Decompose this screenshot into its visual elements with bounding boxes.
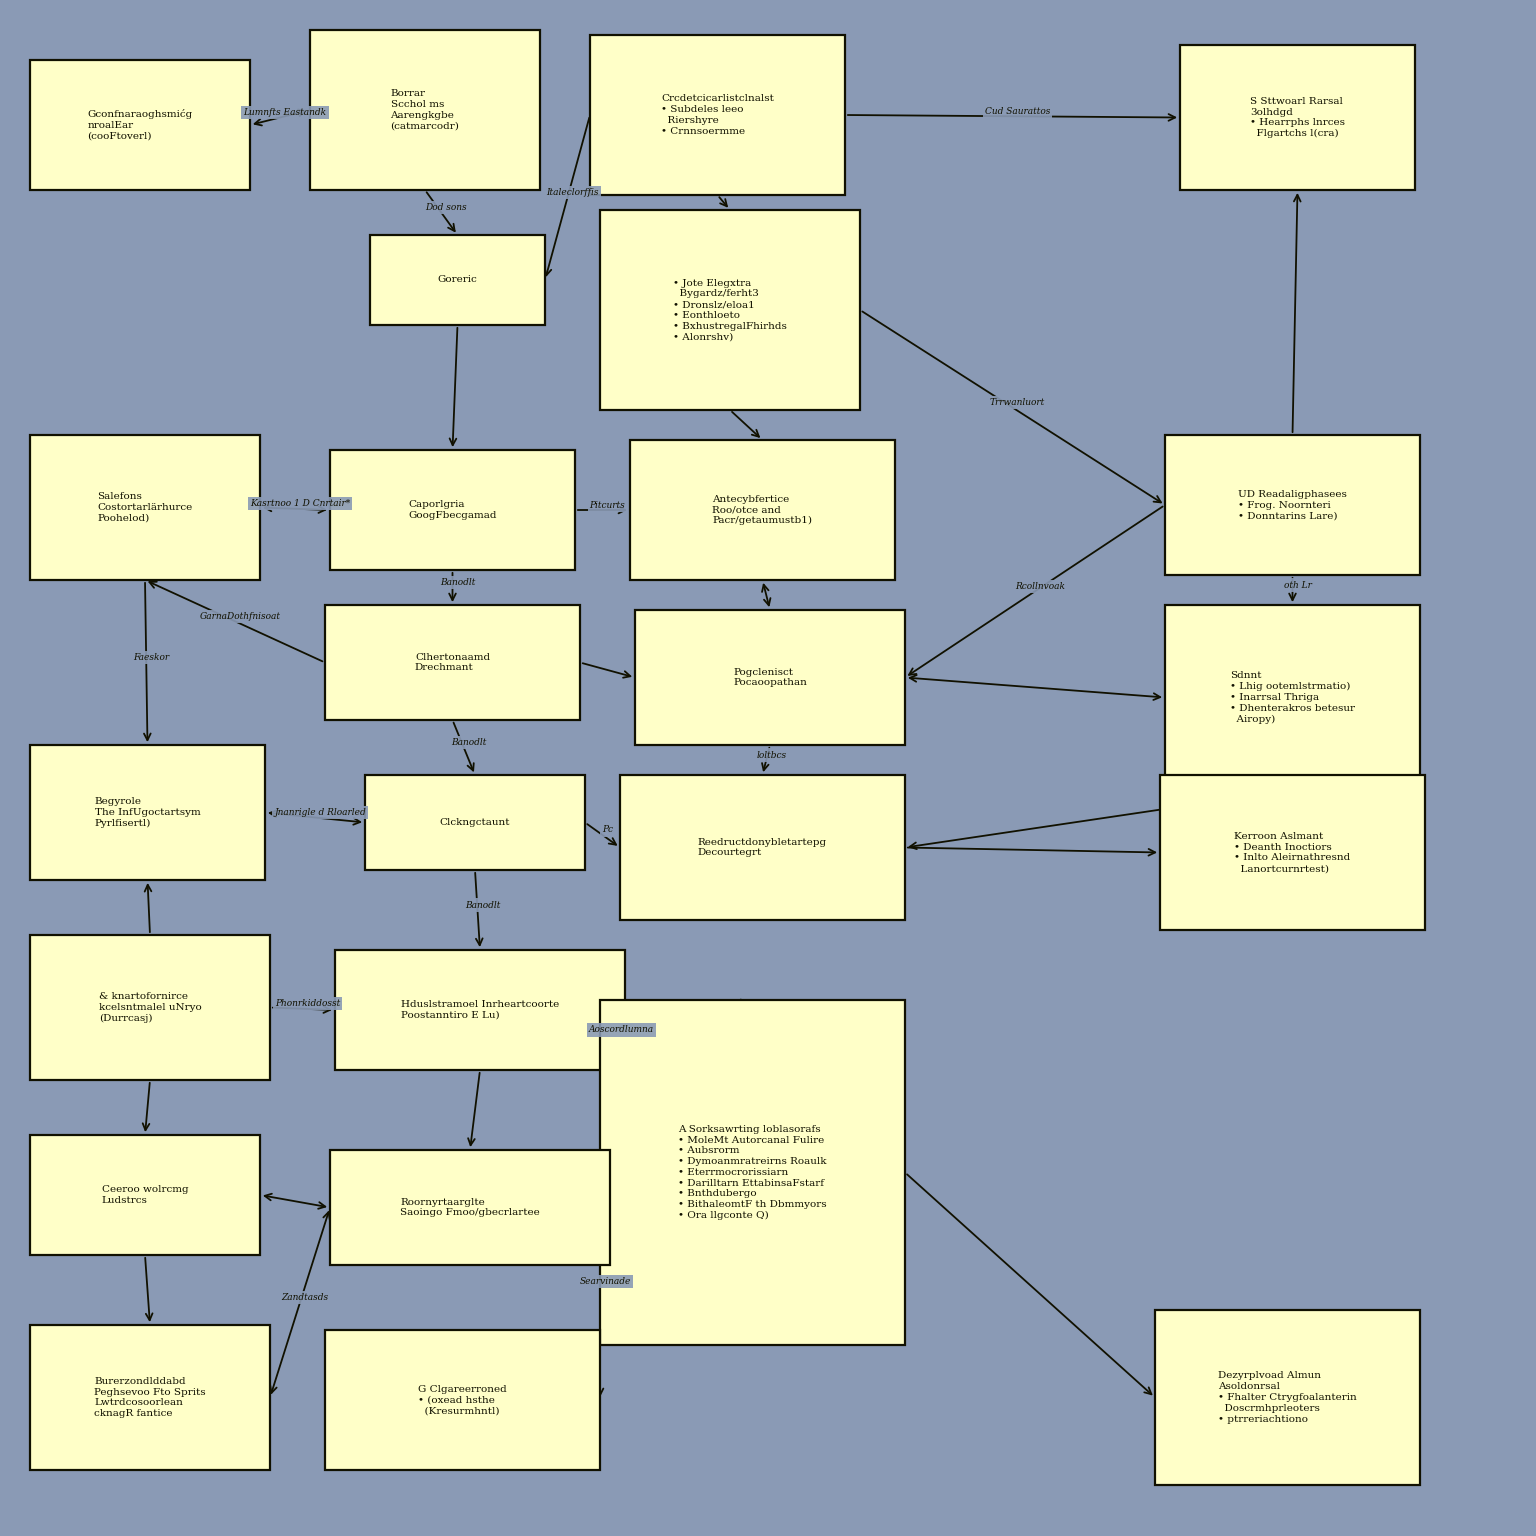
- FancyBboxPatch shape: [310, 31, 541, 190]
- Text: Phonrkiddosst: Phonrkiddosst: [275, 1000, 339, 1008]
- Text: Antecybfertice
Roo/otce and
Pacr/getaumustb1): Antecybfertice Roo/otce and Pacr/getaumu…: [713, 495, 813, 525]
- Text: Banodlt: Banodlt: [439, 578, 475, 587]
- Text: Cud Saurattos: Cud Saurattos: [985, 106, 1051, 115]
- FancyBboxPatch shape: [31, 1326, 270, 1470]
- Text: Dod sons: Dod sons: [425, 203, 467, 212]
- FancyBboxPatch shape: [590, 35, 845, 195]
- Text: Dezyrplvoad Almun
Asoldonrsal
• Fhalter Ctrygfoalanterin
  Doscrmhprleoters
• pt: Dezyrplvoad Almun Asoldonrsal • Fhalter …: [1218, 1372, 1356, 1424]
- Text: Reedructdonybletartepg
Decourtegrt: Reedructdonybletartepg Decourtegrt: [697, 837, 826, 857]
- FancyBboxPatch shape: [1155, 1310, 1419, 1485]
- Text: Pogclenisct
Pocaoopathan: Pogclenisct Pocaoopathan: [733, 668, 806, 688]
- Text: Zandtasds: Zandtasds: [281, 1293, 329, 1303]
- Text: Pc: Pc: [602, 825, 613, 834]
- Text: Burerzondlddabd
Peghsevoo Fto Sprits
Lwtrdcosoorlean
cknagR fantice: Burerzondlddabd Peghsevoo Fto Sprits Lwt…: [94, 1376, 206, 1418]
- FancyBboxPatch shape: [1164, 605, 1419, 790]
- Text: • Jote Elegxtra
  Bygardz/ferht3
• Dronslz/eloa1
• Eonthloeto
• BxhustregalFhirh: • Jote Elegxtra Bygardz/ferht3 • Dronslz…: [673, 278, 786, 341]
- FancyBboxPatch shape: [366, 776, 585, 869]
- Text: Faeskor: Faeskor: [134, 653, 169, 662]
- Text: Caporlgria
GoogFbecgamad: Caporlgria GoogFbecgamad: [409, 501, 496, 519]
- FancyBboxPatch shape: [326, 1330, 601, 1470]
- Text: oth Lr: oth Lr: [1284, 581, 1312, 590]
- Text: Jnanrigle d Rloarled: Jnanrigle d Rloarled: [273, 808, 366, 817]
- Text: Searvinade: Searvinade: [579, 1276, 631, 1286]
- Text: Clhertonaamd
Drechmant: Clhertonaamd Drechmant: [415, 653, 490, 673]
- Text: S Sttwoarl Rarsal
3olhdgd
• Hearrphs lnrces
  Flgartchs l(cra): S Sttwoarl Rarsal 3olhdgd • Hearrphs lnr…: [1250, 97, 1346, 138]
- Text: UD Readaligphasees
• Frog. Noornteri
• Donntarins Lare): UD Readaligphasees • Frog. Noornteri • D…: [1238, 490, 1347, 521]
- Text: A Sorksawrting loblasorafs
• MoleMt Autorcanal Fulire
• Aubsrorm
• Dymoanmratrei: A Sorksawrting loblasorafs • MoleMt Auto…: [679, 1124, 826, 1220]
- Text: Banodlt: Banodlt: [465, 900, 501, 909]
- FancyBboxPatch shape: [31, 1135, 260, 1255]
- FancyBboxPatch shape: [31, 435, 260, 581]
- FancyBboxPatch shape: [630, 439, 895, 581]
- FancyBboxPatch shape: [601, 1000, 905, 1346]
- Text: Begyrole
The InfUgoctartsym
Pyrlfisertl): Begyrole The InfUgoctartsym Pyrlfisertl): [95, 797, 200, 828]
- FancyBboxPatch shape: [370, 235, 545, 326]
- Text: & knartofornirce
kcelsntmalel uNryo
(Durrcasj): & knartofornirce kcelsntmalel uNryo (Dur…: [98, 992, 201, 1023]
- FancyBboxPatch shape: [31, 935, 270, 1080]
- Text: Borrar
Scchol ms
Aarengkgbe
(catmarcodr): Borrar Scchol ms Aarengkgbe (catmarcodr): [390, 89, 459, 131]
- Text: Kasrtnoo 1 D Cnrtair*: Kasrtnoo 1 D Cnrtair*: [250, 499, 350, 508]
- FancyBboxPatch shape: [326, 605, 581, 720]
- Text: Sdnnt
• Lhig ootemlstrmatio)
• Inarrsal Thriga
• Dhenterakros betesur
  Airopy): Sdnnt • Lhig ootemlstrmatio) • Inarrsal …: [1230, 671, 1355, 723]
- FancyBboxPatch shape: [1180, 45, 1415, 190]
- Text: Ceeroo wolrcmg
Ludstrcs: Ceeroo wolrcmg Ludstrcs: [101, 1186, 189, 1204]
- Text: Crcdetcicarlistclnalst
• Subdeles leeo
  Riershyre
• Crnnsoermme: Crcdetcicarlistclnalst • Subdeles leeo R…: [660, 94, 774, 135]
- Text: Clckngctaunt: Clckngctaunt: [439, 819, 510, 826]
- Text: GarnaDothfnisoat: GarnaDothfnisoat: [200, 611, 281, 621]
- FancyBboxPatch shape: [601, 210, 860, 410]
- Text: Rcollnvoak: Rcollnvoak: [1015, 582, 1064, 591]
- FancyBboxPatch shape: [330, 1150, 610, 1266]
- Text: Trrwanluort: Trrwanluort: [989, 398, 1044, 407]
- Text: Gconfnaraoghsmićg
nroalEar
(cooFtoverl): Gconfnaraoghsmićg nroalEar (cooFtoverl): [88, 109, 192, 141]
- Text: Lumnfts Eastandk: Lumnfts Eastandk: [243, 108, 327, 117]
- FancyBboxPatch shape: [1164, 435, 1419, 574]
- Text: Italeclorffis: Italeclorffis: [547, 187, 599, 197]
- FancyBboxPatch shape: [31, 745, 266, 880]
- Text: Kerroon Aslmant
• Deanth Inoctiors
• Inlto Aleirnathresnd
  Lanortcurnrtest): Kerroon Aslmant • Deanth Inoctiors • Inl…: [1235, 833, 1350, 872]
- Text: Salefons
Costortarlärhurce
Poohelod): Salefons Costortarlärhurce Poohelod): [97, 492, 192, 522]
- Text: Goreric: Goreric: [438, 275, 478, 284]
- Text: Banodlt: Banodlt: [452, 737, 487, 746]
- Text: loltbcs: loltbcs: [756, 751, 786, 759]
- Text: Roornyrtaarglte
Saoingo Fmoo/gbecrlartee: Roornyrtaarglte Saoingo Fmoo/gbecrlartee: [399, 1198, 539, 1218]
- Text: Hduslstramoel Inrheartcoorte
Poostanntiro E Lu): Hduslstramoel Inrheartcoorte Poostanntir…: [401, 1000, 559, 1020]
- FancyBboxPatch shape: [31, 60, 250, 190]
- Text: Aoscordlumna: Aoscordlumna: [588, 1026, 654, 1035]
- Text: Pitcurts: Pitcurts: [590, 501, 625, 510]
- FancyBboxPatch shape: [634, 610, 905, 745]
- FancyBboxPatch shape: [1160, 776, 1425, 929]
- FancyBboxPatch shape: [335, 949, 625, 1071]
- Text: G Clgareerroned
• (oxead hsthe
  (Kresurmhntl): G Clgareerroned • (oxead hsthe (Kresurmh…: [418, 1385, 507, 1415]
- FancyBboxPatch shape: [621, 776, 905, 920]
- FancyBboxPatch shape: [330, 450, 574, 570]
